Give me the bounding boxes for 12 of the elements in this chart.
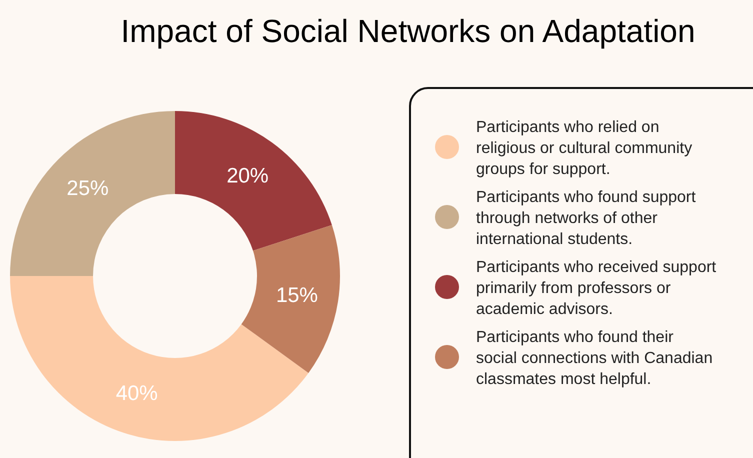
donut-slice [175, 111, 332, 251]
legend-label: Participants who relied on religious or cultural community groups for support. [476, 119, 692, 178]
legend-label: Participants who received support primarily from professors or academic advisors. [476, 259, 717, 318]
donut-slice [241, 225, 340, 373]
legend-label: Participants who found their social connections with Canadian classmates most helpful. [476, 329, 713, 388]
data-label: 20% [226, 164, 269, 188]
donut-slice [10, 111, 175, 276]
data-label: 40% [116, 382, 158, 405]
legend-label: Participants who found support through networks of other international students. [476, 189, 696, 248]
chart-title: Impact of Social Networks on Adaptation [120, 13, 696, 49]
data-label: 15% [276, 284, 318, 307]
data-label: 25% [66, 177, 109, 200]
